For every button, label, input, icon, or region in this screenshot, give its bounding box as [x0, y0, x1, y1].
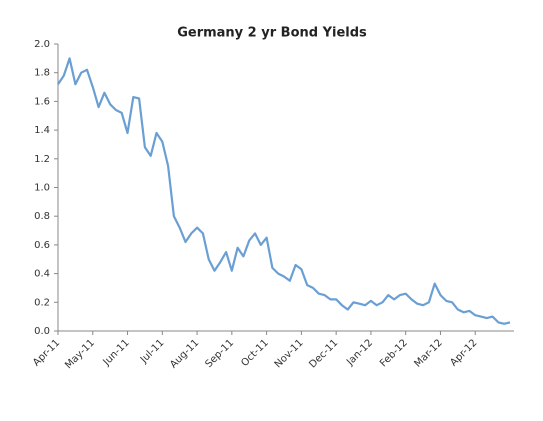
y-tick-label: 1.6: [34, 96, 50, 107]
y-tick-label: 1.4: [34, 125, 50, 136]
x-tick-label: Jul-11: [138, 337, 167, 366]
y-tick-label: 1.0: [34, 183, 50, 194]
chart-title: Germany 2 yr Bond Yields: [177, 26, 367, 41]
x-tick-label: Oct-11: [239, 337, 271, 369]
y-tick-label: 0.2: [34, 297, 50, 308]
x-tick-label: Aug-11: [168, 337, 201, 370]
x-tick-label: Jun-11: [101, 337, 132, 368]
y-tick-label: 0.4: [34, 269, 50, 280]
y-tick-label: 0.0: [34, 326, 50, 337]
y-tick-label: 1.8: [34, 68, 50, 79]
x-tick-label: Apr-12: [448, 337, 479, 368]
x-tick-label: Feb-12: [378, 337, 410, 369]
y-tick-label: 0.8: [34, 211, 50, 222]
x-tick-label: May-11: [63, 337, 97, 371]
x-tick-label: Apr-11: [31, 337, 62, 368]
x-tick-label: Sep-11: [203, 337, 236, 370]
x-tick-label: Dec-11: [307, 337, 340, 370]
line-series: [57, 57, 511, 325]
x-tick-label: Mar-12: [412, 337, 444, 369]
x-tick-label: Nov-11: [273, 337, 306, 370]
y-tick-label: 1.2: [34, 154, 50, 165]
x-tick-label: Jan-12: [344, 337, 375, 368]
y-tick-label: 2.0: [34, 39, 50, 50]
y-tick-label: 0.6: [34, 240, 50, 251]
